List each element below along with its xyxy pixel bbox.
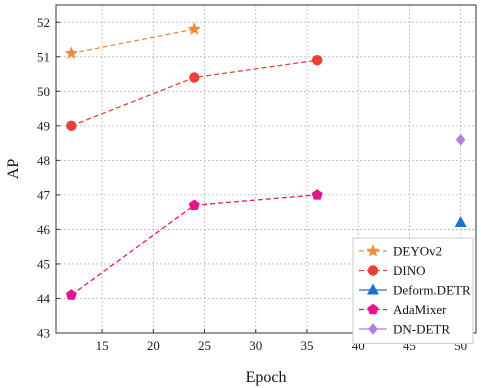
x-tick-label: 15 [96, 338, 109, 353]
data-point-deform-detr [454, 216, 467, 228]
x-tick-label: 30 [249, 338, 262, 353]
y-tick-label: 47 [37, 187, 51, 202]
y-tick-label: 44 [37, 291, 51, 306]
data-point-adamixer [311, 189, 323, 200]
legend-label-dino: DINO [393, 263, 426, 278]
legend: DEYOv2 DINO Deform.DETR AdaMixer DN-DETR [352, 237, 474, 344]
legend-entry-dino: DINO [359, 263, 426, 278]
y-tick-label: 51 [37, 49, 50, 64]
legend-label-deyov2: DEYOv2 [393, 244, 442, 259]
legend-label-adamixer: AdaMixer [393, 302, 447, 317]
x-tick-label: 20 [147, 338, 160, 353]
y-tick-label: 49 [37, 118, 50, 133]
data-point-adamixer [65, 289, 77, 300]
x-tick-label: 35 [300, 338, 313, 353]
legend-entry-deyov2: DEYOv2 [359, 244, 442, 259]
y-tick-label: 45 [37, 256, 50, 271]
data-point-dino [189, 72, 200, 83]
x-axis-label: Epoch [246, 369, 287, 386]
series-dino [66, 55, 323, 132]
data-point-deyov2 [187, 22, 201, 35]
y-tick-label: 48 [37, 153, 50, 168]
data-point-dino [66, 120, 77, 132]
plot-series [64, 22, 467, 300]
y-tick-label: 50 [37, 84, 50, 99]
x-tick-label: 25 [198, 338, 211, 353]
series-dn-detr [455, 133, 466, 146]
y-tick-label: 46 [37, 222, 51, 237]
legend-marker-dino [367, 265, 379, 276]
data-point-adamixer [188, 199, 200, 210]
legend-marker-dn-detr [368, 323, 378, 335]
legend-label-dn-detr: DN-DETR [393, 322, 450, 337]
legend-entry-dn-detr: DN-DETR [359, 322, 450, 337]
legend-marker-deform-detr [367, 283, 379, 295]
series-line-dino [71, 59, 318, 127]
legend-entry-adamixer: AdaMixer [359, 302, 447, 317]
legend-marker-adamixer [367, 303, 379, 315]
y-tick-label: 52 [37, 15, 50, 30]
series-deyov2 [64, 22, 201, 59]
y-tick-label: 43 [37, 326, 50, 341]
series-line-deyov2 [71, 28, 195, 54]
legend-label-deform-detr: Deform.DETR [393, 283, 471, 298]
legend-entry-deform-detr: Deform.DETR [359, 283, 471, 298]
y-axis-label: AP [5, 159, 22, 180]
data-point-deyov2 [64, 46, 79, 59]
plot-frame [55, 4, 477, 334]
legend-marker-deyov2 [366, 244, 380, 257]
series-deform-detr [454, 216, 467, 228]
data-point-dino [312, 55, 323, 66]
data-point-dn-detr [455, 133, 466, 146]
series-adamixer [65, 189, 323, 300]
